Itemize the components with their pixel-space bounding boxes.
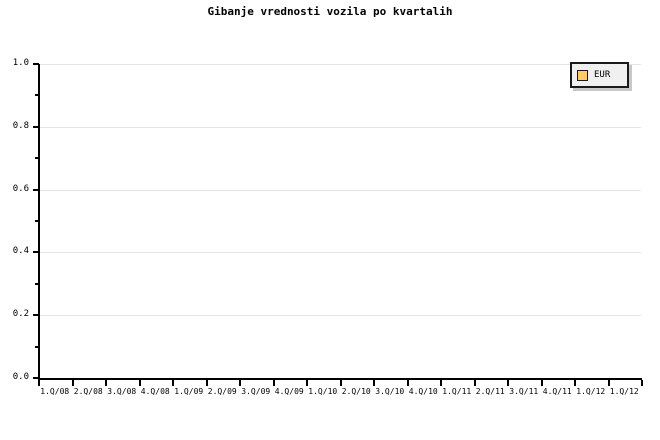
x-tick [373,380,375,386]
gridline [40,190,641,191]
x-tick [641,380,643,386]
x-axis-label: 4.Q/09 [274,387,304,396]
y-tick-major [33,63,39,65]
x-tick [541,380,543,386]
x-axis-label: 2.Q/11 [475,387,505,396]
legend-label-eur: EUR [594,69,611,80]
y-tick-major [33,251,39,253]
x-tick [273,380,275,386]
x-axis-label: 2.Q/08 [73,387,103,396]
gridline [40,252,641,253]
x-tick [172,380,174,386]
x-axis-label: 1.Q/10 [308,387,338,396]
x-tick [105,380,107,386]
y-axis-label: 0.0 [12,372,29,382]
x-tick [340,380,342,386]
x-tick [239,380,241,386]
gridline [40,64,641,65]
x-axis-label: 4.Q/10 [408,387,438,396]
x-axis-label: 4.Q/08 [140,387,170,396]
x-axis-label: 3.Q/11 [509,387,539,396]
y-tick-major [33,189,39,191]
x-axis-label: 1.Q/12 [576,387,606,396]
x-axis-label: 3.Q/09 [241,387,271,396]
x-tick [72,380,74,386]
x-tick [507,380,509,386]
x-tick [306,380,308,386]
legend-swatch-eur [577,69,588,81]
x-tick [440,380,442,386]
x-tick [139,380,141,386]
x-tick [574,380,576,386]
gridline [40,315,641,316]
x-axis-label: 3.Q/10 [375,387,405,396]
x-tick [206,380,208,386]
gridline [40,127,641,128]
y-axis-label: 0.2 [12,309,29,319]
y-tick-major [33,377,39,379]
y-tick-major [33,126,39,128]
x-axis-label: 1.Q/11 [442,387,472,396]
y-axis-label: 1.0 [12,58,29,68]
y-tick-minor [35,94,39,96]
y-axis-label: 0.6 [12,184,29,194]
x-axis-label: 1.Q/12 [609,387,639,396]
x-tick [407,380,409,386]
chart-title: Gibanje vrednosti vozila po kvartalih [207,5,453,18]
legend[interactable]: EUR [570,62,629,88]
y-axis-label: 0.4 [12,246,29,256]
y-axis-spine [38,64,40,379]
y-tick-minor [35,283,39,285]
x-axis-label: 4.Q/11 [542,387,572,396]
x-axis-label: 1.Q/09 [174,387,204,396]
x-tick [608,380,610,386]
y-tick-minor [35,220,39,222]
y-tick-minor [35,157,39,159]
x-axis-label: 2.Q/10 [341,387,371,396]
x-axis-spine [38,378,642,380]
x-axis-label: 2.Q/09 [207,387,237,396]
y-axis-label: 0.8 [12,121,29,131]
x-tick [38,380,40,386]
x-axis-label: 1.Q/08 [40,387,70,396]
x-tick [474,380,476,386]
x-axis-label: 3.Q/08 [107,387,137,396]
y-tick-major [33,314,39,316]
y-tick-minor [35,346,39,348]
plot-area [38,64,641,378]
